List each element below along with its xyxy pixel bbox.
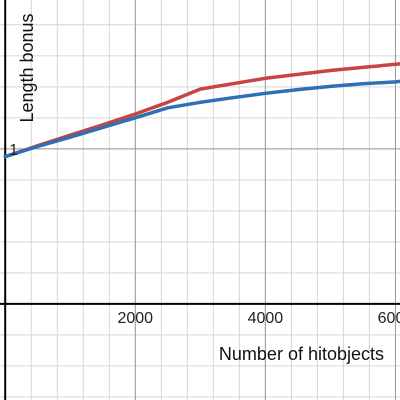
x-tick-label: 2000: [117, 310, 153, 327]
x-axis-title: Number of hitobjects: [219, 344, 384, 364]
series-line-1: [3, 62, 400, 159]
series-layer: [3, 62, 400, 159]
y-tick-label: 2: [9, 0, 18, 4]
y-axis-title: Length bonus: [17, 13, 37, 122]
y-tick-label: 1: [9, 142, 18, 159]
tick-labels: 2000 4000 6000 1 2: [9, 0, 400, 327]
x-tick-label: 6000: [378, 310, 400, 327]
series-line-2: [3, 79, 400, 159]
x-tick-label: 4000: [248, 310, 284, 327]
